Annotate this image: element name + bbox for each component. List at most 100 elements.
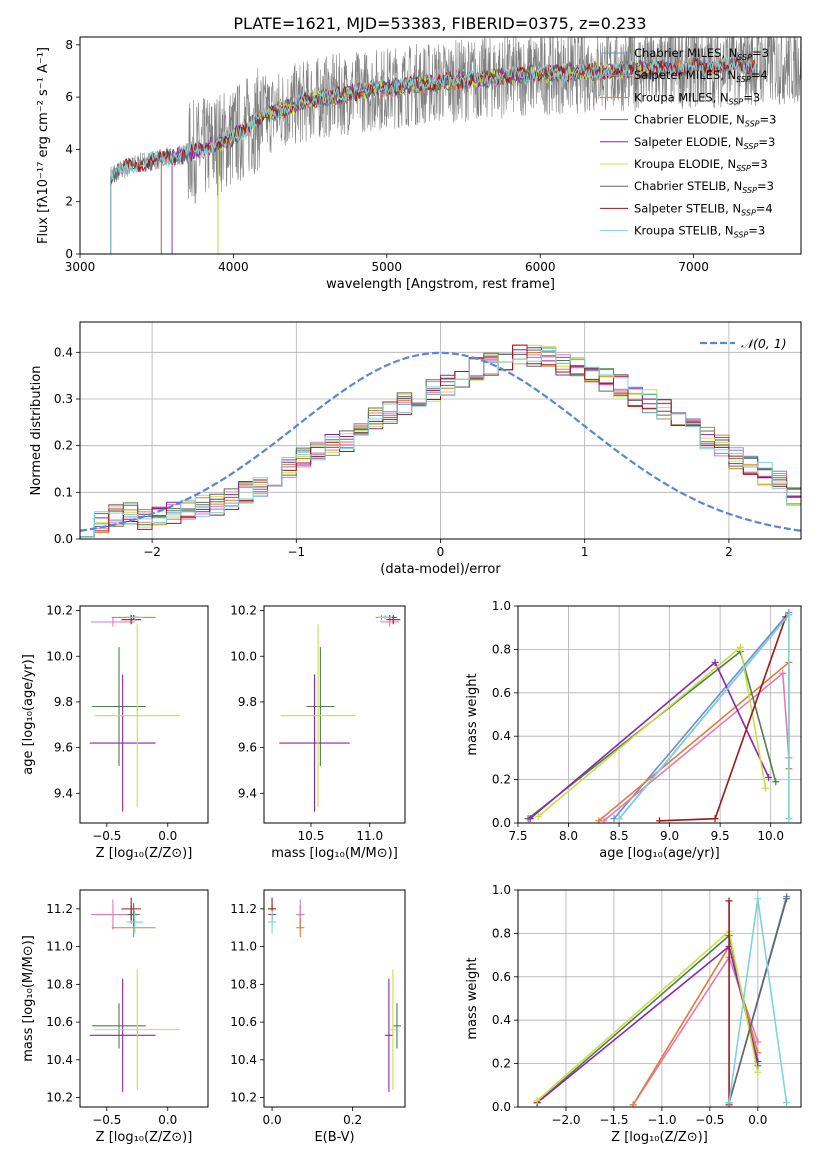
axes-frame	[79, 321, 802, 540]
legend-label: Kroupa ELODIE, NSSP=3	[634, 157, 768, 173]
x-tick-label: 11.0	[356, 829, 383, 843]
y-tick-label: 9.4	[238, 786, 257, 800]
histogram-kroupa-stelib	[80, 350, 801, 539]
y-tick-label: 10.2	[230, 604, 257, 618]
y-tick-label: 10.6	[230, 1015, 257, 1029]
y-tick-label: 11.2	[230, 902, 257, 916]
errorbar-salpeter-elodie	[384, 978, 393, 1092]
panel-1: 3000 4000 5000 6000 7000 0 2 4 6 8 wavelength [Ang…	[36, 36, 802, 292]
x-tick-label: 10.0	[757, 829, 784, 843]
errorbar-salpeter-elodie	[89, 978, 156, 1092]
plot-area	[279, 615, 401, 812]
x-tick-label: 0.2	[343, 1113, 362, 1127]
x-tick-label: 1	[581, 545, 589, 559]
errorbar-salpeter-elodie	[279, 674, 350, 812]
weight-line	[603, 671, 790, 822]
errorbar-salpeter-stelib	[121, 897, 141, 921]
axes-frame	[79, 889, 209, 1108]
weights-kroupa-elodie	[534, 643, 770, 820]
y-tick-label: 9.8	[54, 695, 73, 709]
weight-line	[659, 616, 787, 822]
weight-marker	[783, 1099, 791, 1107]
x-tick-label: 9.5	[711, 829, 730, 843]
y-axis-label: mass weight	[465, 673, 480, 755]
y-tick-label: 4	[65, 142, 73, 156]
weight-marker	[629, 1101, 637, 1107]
x-axis-label: Z [log₁₀(Z/Z⊙)]	[96, 846, 193, 861]
plot-area	[268, 897, 401, 1092]
y-tick-label: 0.3	[54, 392, 73, 406]
y-tick-label: 9.6	[238, 741, 257, 755]
x-axis-label: E(B-V)	[314, 1130, 354, 1145]
x-tick-label: −1	[287, 545, 305, 559]
errorbar-kroupa-elodie	[94, 624, 180, 808]
x-tick-label: −1.0	[647, 1113, 676, 1127]
legend-label: Salpeter STELIB, NSSP=4	[634, 201, 773, 217]
y-tick-label: 9.4	[54, 786, 73, 800]
weight-marker	[533, 1096, 541, 1104]
y-tick-label: 10.0	[230, 649, 257, 663]
y-tick-label: 0.4	[492, 729, 511, 743]
x-tick-label: 0.0	[158, 829, 177, 843]
x-tick-label: 6000	[525, 260, 556, 274]
x-axis-label: Z [log₁₀(Z/Z⊙)]	[611, 1130, 708, 1145]
weight-marker	[725, 1099, 733, 1107]
y-tick-label: 8	[65, 38, 73, 52]
y-tick-label: 0.0	[492, 1100, 511, 1114]
x-axis-label: wavelength [Angstrom, rest frame]	[326, 277, 555, 292]
x-tick-label: 8.5	[610, 829, 629, 843]
weights-kroupa-miles	[629, 942, 762, 1107]
model-line-kroupa-stelib	[110, 55, 756, 254]
y-tick-label: 0.2	[492, 1057, 511, 1071]
x-tick-label: 7.5	[508, 829, 527, 843]
errorbar-salpeter-stelib	[386, 615, 401, 625]
y-tick-label: 0.8	[492, 926, 511, 940]
x-tick-label: −1.5	[599, 1113, 628, 1127]
y-tick-label: 0.6	[492, 970, 511, 984]
y-tick-label: 10.4	[46, 1053, 73, 1067]
y-tick-label: 0.0	[492, 816, 511, 830]
plot-area	[518, 606, 801, 823]
weight-marker	[754, 1068, 762, 1076]
x-tick-label: −0.5	[92, 829, 121, 843]
legend: Chabrier MILES, NSSP=3 Salpeter MILES, NS…	[600, 46, 776, 240]
weights-salpeter-stelib	[656, 613, 790, 823]
y-tick-label: 10.0	[46, 649, 73, 663]
y-tick-label: 10.4	[230, 1053, 257, 1067]
y-tick-label: 0	[65, 247, 73, 261]
errorbar-kroupa-miles	[296, 918, 305, 938]
plot-area	[89, 897, 180, 1092]
legend-label: Salpeter ELODIE, NSSP=3	[634, 135, 775, 151]
x-axis-label: age [log₁₀(age/yr)]	[599, 846, 720, 861]
weight-marker	[526, 815, 534, 823]
panel-8: −2.0 −1.5 −1.0 −0.5 0.0 0.0 0.2 0.4 0.6 0.8 1.0 Z […	[465, 883, 802, 1145]
plot-area	[89, 615, 180, 812]
x-axis-label: Z [log₁₀(Z/Z⊙)]	[96, 1130, 193, 1145]
gaussian-curve	[80, 351, 801, 532]
errorbar-kroupa-elodie	[94, 969, 180, 1091]
y-tick-label: 1.0	[492, 599, 511, 613]
weight-marker	[762, 784, 770, 792]
weights-salpeter-stelib	[725, 897, 733, 1107]
x-tick-label: 2	[725, 545, 733, 559]
y-tick-label: 10.2	[46, 604, 73, 618]
y-axis-label: age [log₁₀(age/yr)]	[21, 654, 36, 775]
x-tick-label: 8.0	[559, 829, 578, 843]
y-axis-label: Flux [fλ10⁻¹⁷ erg cm⁻² s⁻¹ A⁻¹]	[36, 47, 51, 244]
errorbar-kroupa-elodie	[280, 624, 356, 808]
weight-marker	[779, 669, 787, 677]
axes-frame	[79, 36, 802, 255]
panel-4: 10.5 11.0 9.4 9.6 9.8 10.0 10.2 mass [log₁₀(M/M…	[230, 604, 406, 861]
plot-area	[80, 322, 801, 539]
panel-5: 7.5 8.0 8.5 9.0 9.5 10.0 0.0 0.2 0.4 0.6 0.8 1.0 age…	[465, 599, 802, 861]
figure-title: PLATE=1621, MJD=53383, FIBERID=0375, z=0…	[233, 14, 646, 33]
weight-marker	[615, 815, 623, 823]
errorbar-salpeter-elodie	[89, 674, 156, 812]
y-tick-label: 0.4	[54, 345, 73, 359]
weight-marker	[772, 778, 780, 786]
errorbar-salpeter-miles	[90, 617, 135, 627]
weight-marker	[783, 895, 791, 903]
x-tick-label: −0.5	[695, 1113, 724, 1127]
y-tick-label: 11.0	[46, 940, 73, 954]
